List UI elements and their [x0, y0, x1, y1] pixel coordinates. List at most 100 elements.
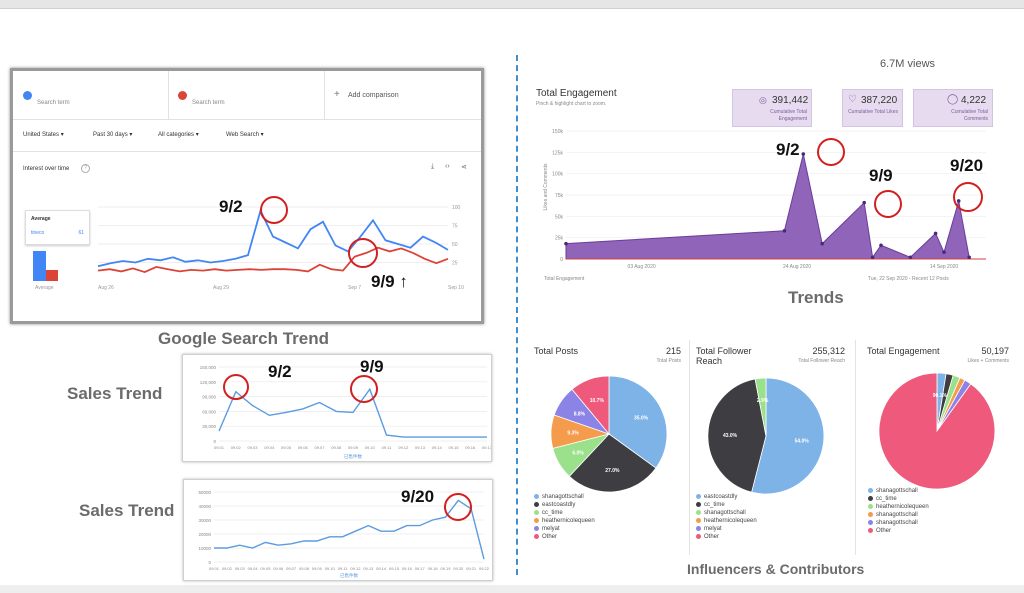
highlight-circle — [350, 375, 378, 403]
legend-item[interactable]: shanagottschall — [868, 488, 918, 494]
highlight-circle — [953, 182, 983, 212]
google-trends-chart: 25 50 75 100 Aug 26 Aug 29 Sep 7 Sep 10 — [97, 205, 464, 291]
legend-item[interactable]: eastcoastdly — [696, 494, 737, 500]
share-icon[interactable]: ⋖ — [461, 164, 467, 171]
legend-swatch — [868, 520, 873, 525]
comment-icon: ◯ — [947, 94, 959, 105]
y-tick-label: 100k — [552, 172, 563, 178]
x-tick-label: 09.09 — [348, 445, 359, 450]
pie-slice-label: 35.0% — [634, 416, 649, 422]
x-tick-label: Sep 10 — [448, 285, 464, 291]
data-point — [862, 200, 866, 205]
filter-time[interactable]: Past 30 days ▾ — [93, 132, 133, 138]
pie-engagement-subtitle: Likes + Comments — [967, 358, 1009, 364]
legend-item[interactable]: shanagottschall — [696, 510, 746, 516]
pie-slice — [878, 372, 996, 490]
legend-item[interactable]: Other — [696, 534, 719, 540]
x-tick-label: 09.02 — [231, 445, 242, 450]
x-tick-label: 09.15 — [448, 445, 459, 450]
stat-likes-label: Cumulative Total Likes — [848, 109, 898, 115]
y-tick-label: 75 — [452, 224, 458, 230]
search-term-2[interactable]: Search term — [168, 71, 325, 119]
y-tick-label: 150k — [552, 129, 563, 135]
x-tick-label: 09.06 — [273, 566, 284, 571]
x-tick-label: 09.17 — [482, 445, 491, 450]
x-tick-label: 09.17 — [415, 566, 426, 571]
x-tick-label: 09.05 — [281, 445, 292, 450]
highlight-circle — [817, 138, 845, 166]
filter-region-label: United States — [23, 132, 60, 138]
legend-swatch — [868, 496, 873, 501]
legend-item[interactable]: cc_time — [534, 510, 563, 516]
legend-item[interactable]: heathernicolequeen — [868, 504, 929, 510]
legend-item[interactable]: heathernicolequeen — [696, 518, 757, 524]
legend-item[interactable]: Other — [868, 528, 891, 534]
term2-dot — [178, 91, 187, 100]
x-tick-label: 09.19 — [440, 566, 451, 571]
legend-swatch — [696, 526, 701, 531]
legend-item[interactable]: heathernicolequeen — [534, 518, 595, 524]
x-tick-label: 03 Aug 2020 — [628, 264, 656, 270]
legend-swatch — [696, 510, 701, 515]
legend-item[interactable]: Other — [534, 534, 557, 540]
add-comparison-button[interactable]: + Add comparison — [324, 71, 481, 119]
legend-label: cc_time — [876, 496, 897, 503]
x-tick-label: 09.08 — [299, 566, 310, 571]
filter-search-type[interactable]: Web Search ▾ — [226, 132, 264, 138]
y-tick-label: 25 — [452, 261, 458, 267]
legend-item[interactable]: shanagottschall — [868, 512, 918, 518]
legend-item[interactable]: melyat — [534, 526, 560, 532]
x-tick-label: 09.01 — [214, 445, 225, 450]
pie-slice — [754, 377, 767, 437]
filter-category[interactable]: All categories ▾ — [158, 132, 199, 138]
legend-swatch — [534, 518, 539, 523]
y-tick-label: 75k — [555, 193, 564, 199]
engagement-footer-left: Total Engagement — [544, 276, 585, 282]
sales-trend-1-panel: 0 30,000 60,000 90,000 120,000 150,000 09.01 09… — [182, 354, 492, 462]
highlight-circle — [444, 493, 472, 521]
label-sales-trend-2: Sales Trend — [79, 501, 175, 520]
x-tick-label: 09.22 — [479, 566, 490, 571]
legend-swatch — [868, 504, 873, 509]
y-tick-label: 25k — [555, 236, 564, 242]
legend-item[interactable]: shanagottschall — [534, 494, 584, 500]
legend-label: heathernicolequeen — [876, 504, 929, 511]
legend-label: heathernicolequeen — [704, 518, 757, 525]
download-icon[interactable]: ⤓ — [431, 163, 435, 170]
legend-item[interactable]: cc_time — [696, 502, 725, 508]
sales-series-2 — [214, 499, 485, 560]
x-tick-label: 09.03 — [247, 445, 258, 450]
y-tick-label: 0 — [213, 439, 216, 444]
heart-icon: ♡ — [848, 94, 857, 105]
annotation-sales2-9-20: 9/20 — [401, 487, 435, 506]
pie-slice — [707, 378, 767, 493]
y-tick-label: 40000 — [198, 504, 211, 509]
label-trends: Trends — [788, 288, 844, 307]
google-trends-panel: Search term Search term + Add comparison… — [10, 68, 484, 324]
legend-item[interactable]: melyat — [696, 526, 722, 532]
y-tick-label: 50 — [452, 242, 458, 248]
legend-item[interactable]: shanagottschall — [868, 520, 918, 526]
add-comparison-label: Add comparison — [348, 92, 399, 99]
search-term-1[interactable]: Search term — [13, 71, 169, 119]
filter-divider — [13, 151, 481, 152]
label-influencers: Influencers & Contributors — [687, 561, 865, 577]
legend-item[interactable]: cc_time — [868, 496, 897, 502]
average-bar-term2 — [46, 270, 58, 281]
legend-swatch — [696, 502, 701, 507]
bottom-strip — [0, 585, 1024, 593]
term1-placeholder: Search term — [37, 100, 70, 106]
x-tick-label: 09.08 — [331, 445, 342, 450]
legend-swatch — [696, 518, 701, 523]
filter-region[interactable]: United States ▾ — [23, 132, 64, 138]
y-tick-label: 0 — [208, 560, 211, 565]
stat-card-likes: ♡ 387,220 Cumulative Total Likes — [842, 89, 903, 127]
y-tick-label: 20000 — [198, 532, 211, 537]
x-tick-label: Sep 7 — [348, 285, 361, 291]
legend-label: Other — [876, 528, 892, 535]
help-icon[interactable]: ? — [81, 164, 90, 173]
legend-item[interactable]: eastcoastdly — [534, 502, 575, 508]
embed-icon[interactable]: ‹› — [445, 163, 450, 170]
x-tick-label: 09.10 — [325, 566, 336, 571]
legend-label: shanagottschall — [876, 488, 918, 495]
